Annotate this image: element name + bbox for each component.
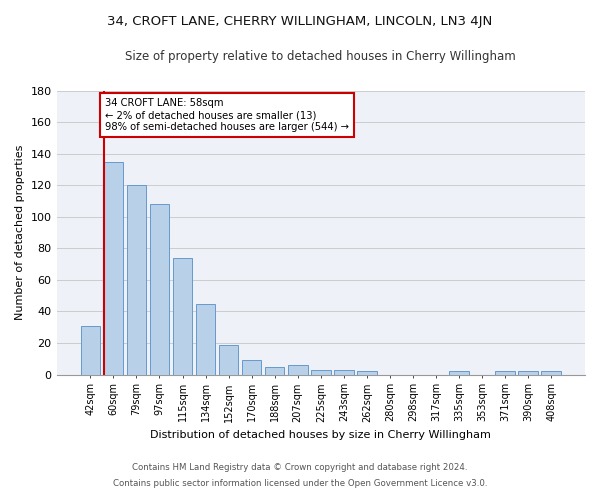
Bar	[219, 344, 238, 374]
Bar	[518, 372, 538, 374]
X-axis label: Distribution of detached houses by size in Cherry Willingham: Distribution of detached houses by size …	[151, 430, 491, 440]
Bar	[311, 370, 331, 374]
Bar	[496, 372, 515, 374]
Bar	[288, 365, 308, 374]
Bar	[127, 185, 146, 374]
Bar	[357, 372, 377, 374]
Bar	[541, 372, 561, 374]
Bar	[265, 366, 284, 374]
Bar	[104, 162, 123, 374]
Text: 34 CROFT LANE: 58sqm
← 2% of detached houses are smaller (13)
98% of semi-detach: 34 CROFT LANE: 58sqm ← 2% of detached ho…	[104, 98, 349, 132]
Bar	[334, 370, 353, 374]
Title: Size of property relative to detached houses in Cherry Willingham: Size of property relative to detached ho…	[125, 50, 516, 63]
Bar	[449, 372, 469, 374]
Text: Contains HM Land Registry data © Crown copyright and database right 2024.: Contains HM Land Registry data © Crown c…	[132, 464, 468, 472]
Text: Contains public sector information licensed under the Open Government Licence v3: Contains public sector information licen…	[113, 478, 487, 488]
Bar	[149, 204, 169, 374]
Text: 34, CROFT LANE, CHERRY WILLINGHAM, LINCOLN, LN3 4JN: 34, CROFT LANE, CHERRY WILLINGHAM, LINCO…	[107, 15, 493, 28]
Y-axis label: Number of detached properties: Number of detached properties	[15, 145, 25, 320]
Bar	[80, 326, 100, 374]
Bar	[173, 258, 193, 374]
Bar	[242, 360, 262, 374]
Bar	[196, 304, 215, 374]
